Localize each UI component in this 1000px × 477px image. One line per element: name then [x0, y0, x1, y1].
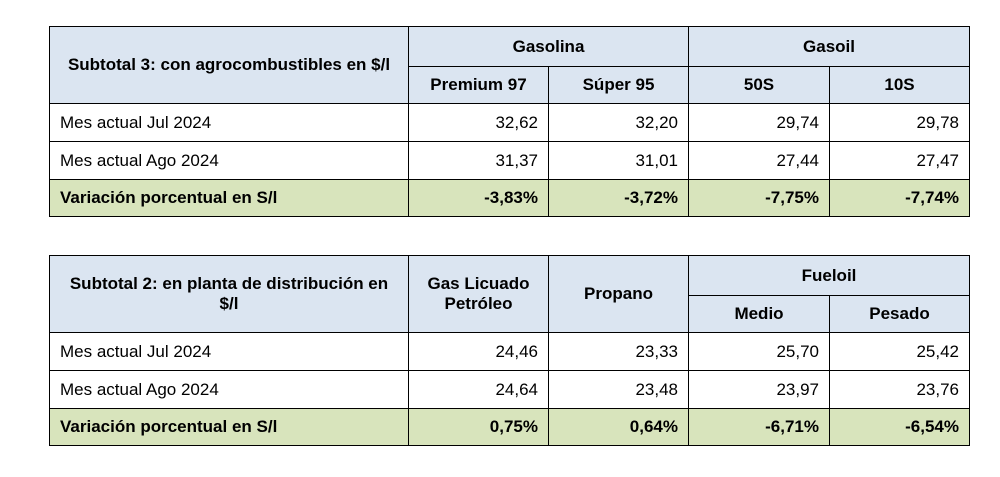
- variation-value: 0,75%: [408, 408, 549, 446]
- group-header-fueloil: Fueloil: [688, 255, 970, 296]
- table-title: Subtotal 3: con agrocombustibles en $/l: [49, 26, 409, 104]
- table-agrocombustibles: Subtotal 3: con agrocombustibles en $/l …: [49, 26, 970, 217]
- column-header-premium-97: Premium 97: [408, 66, 549, 104]
- cell-value: 23,97: [688, 370, 830, 409]
- column-header-10s: 10S: [829, 66, 970, 104]
- column-header-gas-licuado-petroleo: Gas Licuado Petróleo: [408, 255, 549, 333]
- variation-value: -7,74%: [829, 179, 970, 217]
- cell-value: 24,46: [408, 332, 549, 371]
- table-row: Mes actual Ago 2024 24,64 23,48 23,97 23…: [49, 370, 970, 409]
- cell-value: 32,62: [408, 103, 549, 142]
- header-group-row: Subtotal 3: con agrocombustibles en $/l …: [49, 26, 970, 104]
- table-row: Mes actual Ago 2024 31,37 31,01 27,44 27…: [49, 141, 970, 180]
- column-header-super-95: Súper 95: [548, 66, 689, 104]
- table-row: Mes actual Jul 2024 32,62 32,20 29,74 29…: [49, 103, 970, 142]
- column-header-50s: 50S: [688, 66, 830, 104]
- cell-value: 23,33: [548, 332, 689, 371]
- table-title: Subtotal 2: en planta de distribución en…: [49, 255, 409, 333]
- cell-value: 29,74: [688, 103, 830, 142]
- cell-value: 32,20: [548, 103, 689, 142]
- cell-value: 25,70: [688, 332, 830, 371]
- row-label: Variación porcentual en S/l: [49, 408, 409, 446]
- header-sub-row: Premium 97 Súper 95 50S 10S: [50, 66, 970, 104]
- cell-value: 29,78: [829, 103, 970, 142]
- row-label: Mes actual Jul 2024: [49, 103, 409, 142]
- header-group-row: Subtotal 2: en planta de distribución en…: [49, 255, 970, 333]
- cell-value: 25,42: [829, 332, 970, 371]
- cell-value: 31,37: [408, 141, 549, 180]
- cell-value: 24,64: [408, 370, 549, 409]
- row-label: Mes actual Ago 2024: [49, 370, 409, 409]
- header-sub-row: Medio Pesado: [50, 295, 970, 333]
- table-planta-distribucion: Subtotal 2: en planta de distribución en…: [49, 255, 970, 446]
- row-label: Mes actual Ago 2024: [49, 141, 409, 180]
- cell-value: 23,48: [548, 370, 689, 409]
- cell-value: 23,76: [829, 370, 970, 409]
- group-header-gasoil: Gasoil: [688, 26, 970, 67]
- variation-value: -3,72%: [548, 179, 689, 217]
- row-label: Variación porcentual en S/l: [49, 179, 409, 217]
- variation-row: Variación porcentual en S/l 0,75% 0,64% …: [49, 408, 970, 446]
- variation-value: -7,75%: [688, 179, 830, 217]
- variation-row: Variación porcentual en S/l -3,83% -3,72…: [49, 179, 970, 217]
- cell-value: 27,44: [688, 141, 830, 180]
- table-row: Mes actual Jul 2024 24,46 23,33 25,70 25…: [49, 332, 970, 371]
- column-header-pesado: Pesado: [829, 295, 970, 333]
- variation-value: -6,54%: [829, 408, 970, 446]
- cell-value: 31,01: [548, 141, 689, 180]
- cell-value: 27,47: [829, 141, 970, 180]
- variation-value: 0,64%: [548, 408, 689, 446]
- column-header-medio: Medio: [688, 295, 830, 333]
- row-label: Mes actual Jul 2024: [49, 332, 409, 371]
- column-header-propano: Propano: [548, 255, 689, 333]
- variation-value: -6,71%: [688, 408, 830, 446]
- variation-value: -3,83%: [408, 179, 549, 217]
- group-header-gasolina: Gasolina: [408, 26, 689, 67]
